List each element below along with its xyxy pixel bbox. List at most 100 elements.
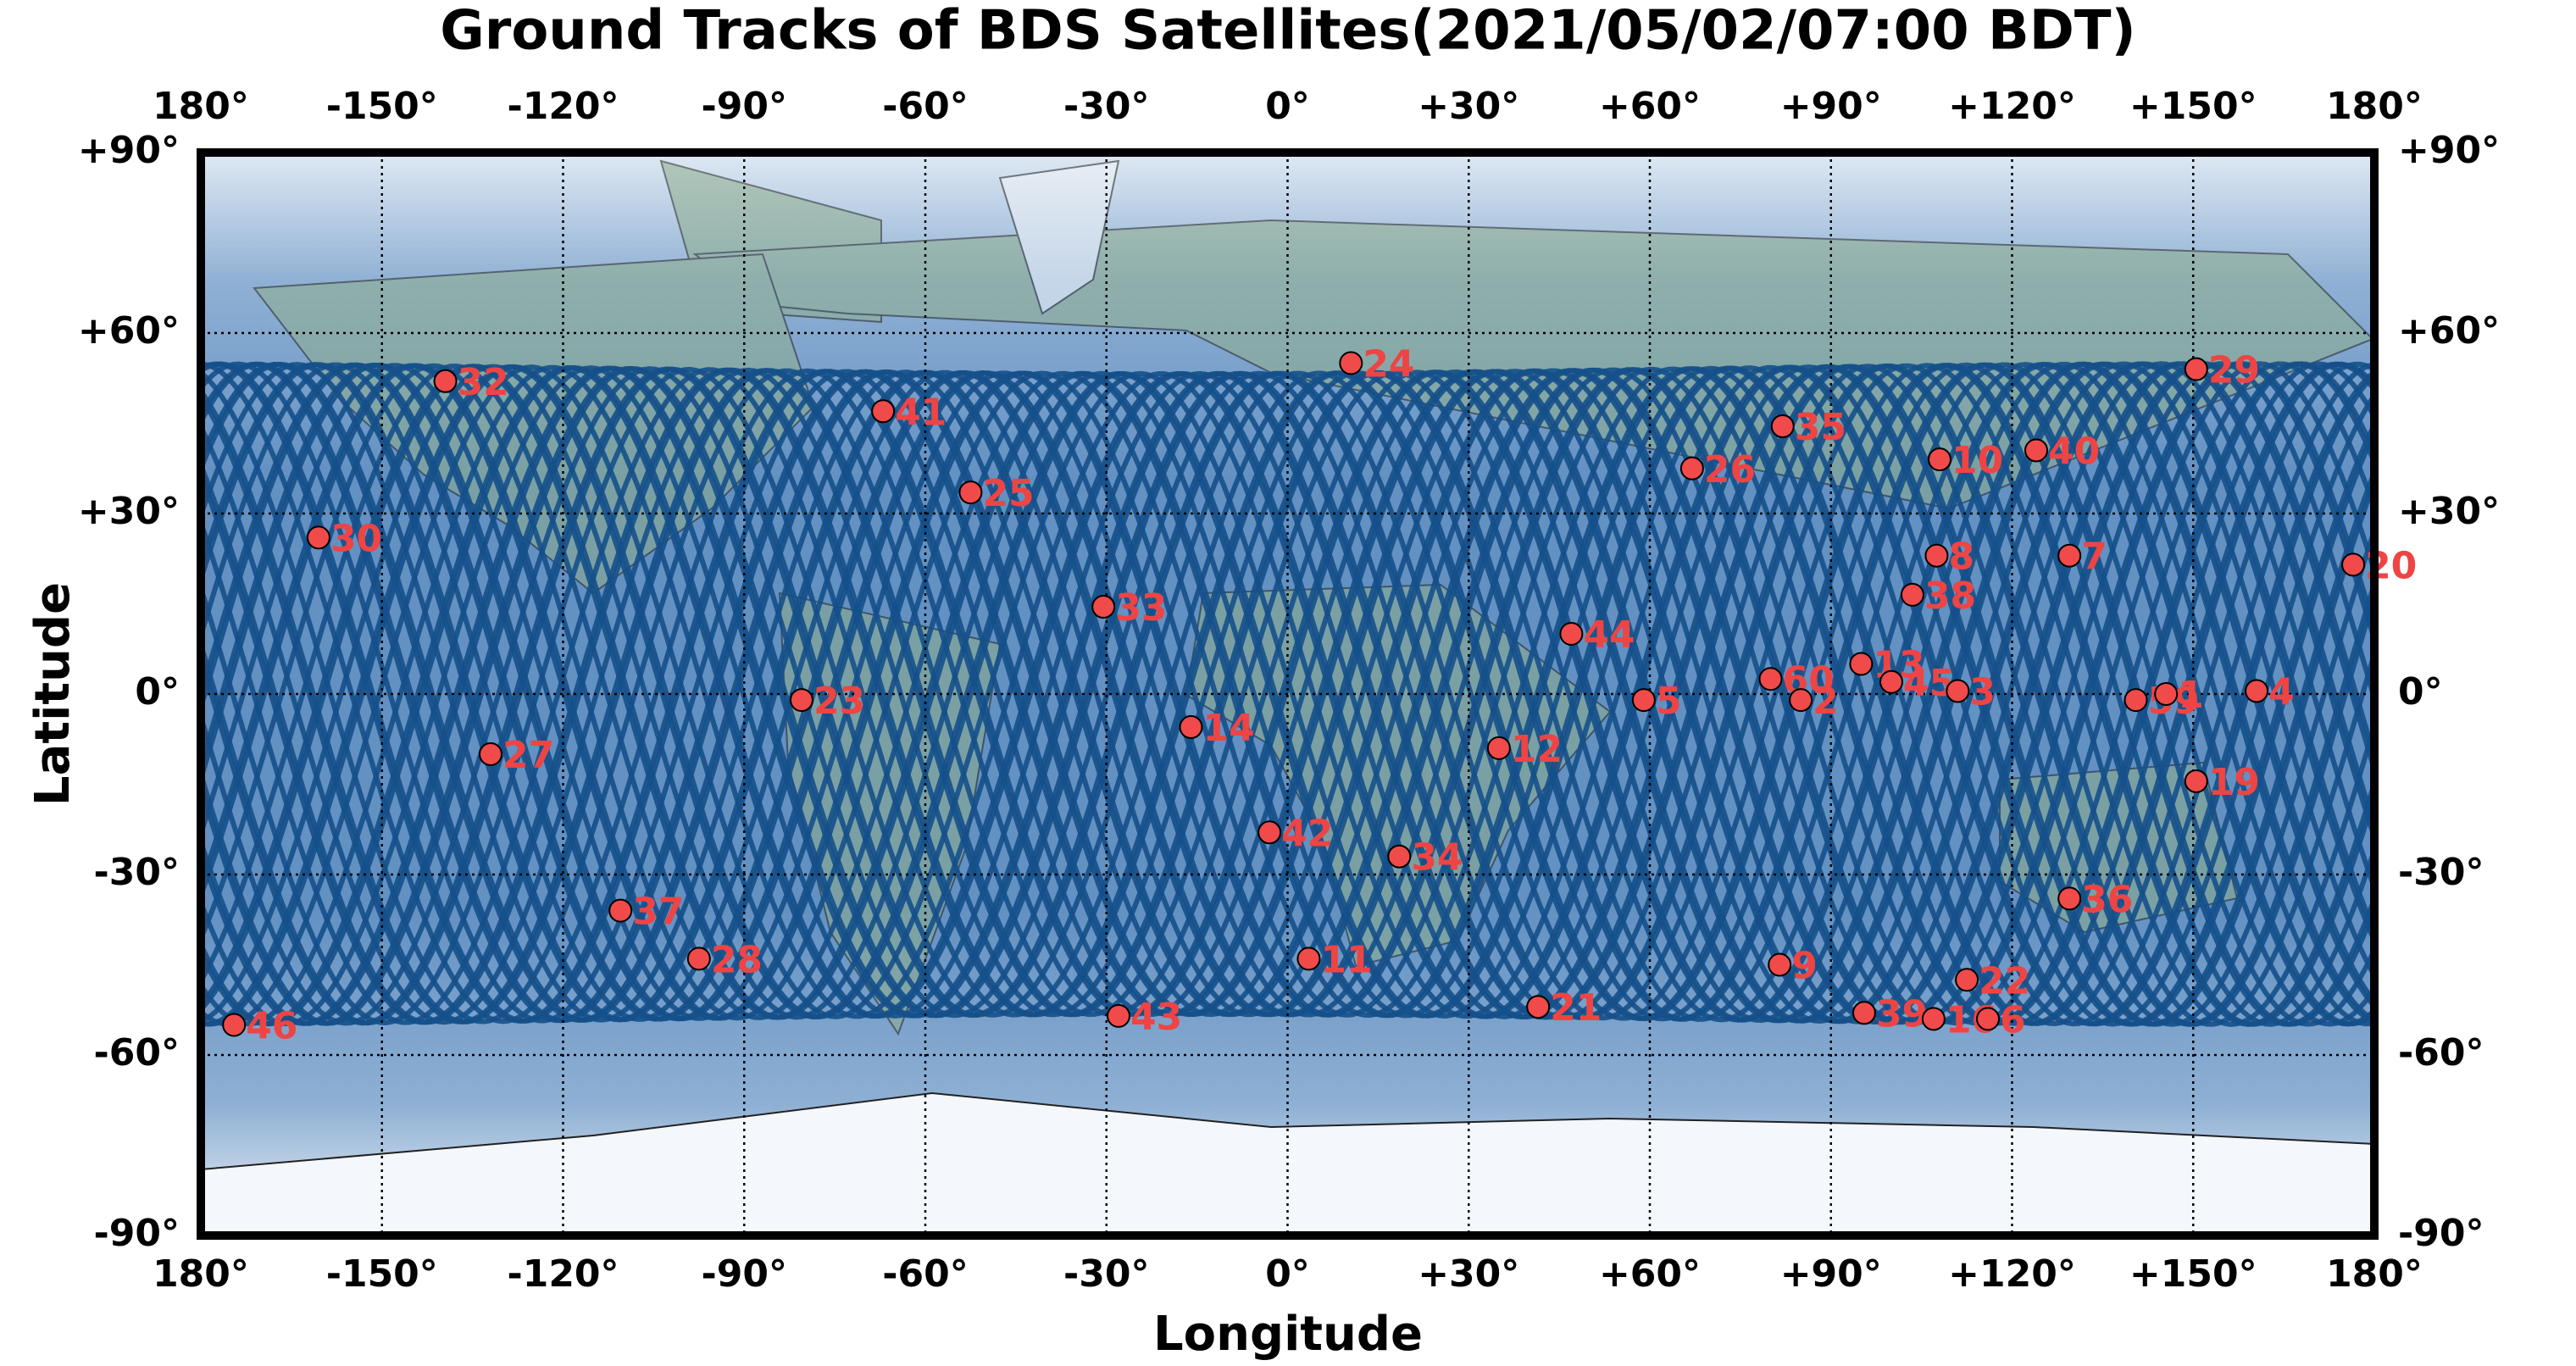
x-tick-label-top: -120°: [507, 85, 619, 128]
x-tick-label-bottom: -30°: [1063, 1252, 1150, 1296]
satellite-point: [789, 688, 813, 713]
x-tick-label-top: +90°: [1780, 85, 1882, 128]
x-tick-label-bottom: -60°: [882, 1252, 969, 1296]
satellite-point: [1387, 844, 1412, 869]
x-tick-label-top: -90°: [702, 85, 788, 128]
y-tick-label-left: -90°: [94, 1212, 180, 1255]
satellite-point: [1924, 543, 1949, 568]
x-tick-label-top: 0°: [1265, 85, 1310, 128]
satellite-point: [1928, 447, 1951, 472]
satellite-label: 27: [502, 734, 554, 777]
satellite-label: 5: [1656, 680, 1682, 723]
ground-track: [201, 361, 2374, 1025]
satellite-points: 3241242935104026253087203833441360452345…: [222, 343, 2417, 1048]
satellite-point: [1179, 715, 1203, 740]
satellite-point: [2124, 688, 2148, 713]
y-tick-label-right: +60°: [2398, 309, 2500, 353]
satellite-point: [1879, 669, 1903, 694]
satellite-point: [1921, 1007, 1946, 1031]
y-tick-label-left: +30°: [78, 490, 180, 533]
satellite-point: [1296, 947, 1321, 971]
satellite-label: 41: [895, 391, 947, 434]
satellite-label: 40: [2048, 430, 2100, 473]
satellite-label: 8: [1948, 536, 1974, 579]
satellite-point: [1770, 414, 1795, 439]
x-tick-label-bottom: 180°: [153, 1252, 249, 1296]
y-tick-label-right: -60°: [2398, 1031, 2484, 1074]
satellite-label: 9: [1791, 945, 1818, 988]
x-tick-label-bottom: 180°: [2326, 1252, 2423, 1296]
satellite-label: 14: [1203, 707, 1255, 750]
ground-track: [201, 364, 2374, 1027]
satellite-label: 4: [2268, 670, 2295, 714]
satellite-label: 45: [1903, 662, 1955, 705]
satellite-point: [222, 1013, 247, 1037]
satellite-point: [1849, 652, 1874, 676]
satellite-point: [1091, 595, 1116, 619]
satellite-point: [1789, 688, 1813, 713]
satellite-point: [1900, 582, 1924, 607]
satellite-label: 23: [813, 680, 865, 723]
satellite-point: [1559, 622, 1584, 646]
satellite-label: 37: [632, 891, 684, 934]
y-axis-label: Latitude: [25, 582, 80, 806]
satellite-point: [1486, 736, 1511, 760]
ground-track: [201, 361, 2374, 1024]
x-tick-label-bottom: 0°: [1265, 1252, 1310, 1296]
satellite-label: 38: [1924, 575, 1976, 618]
ground-track: [201, 361, 2374, 1024]
ground-track: [201, 361, 2374, 1027]
ground-track: [201, 361, 2374, 1027]
satellite-point: [871, 399, 896, 424]
satellite-label: 28: [711, 938, 763, 981]
ground-track: [201, 361, 2374, 1024]
x-tick-label-top: -150°: [326, 85, 438, 128]
y-tick-label-left: +90°: [78, 129, 180, 172]
ground-track: [201, 363, 2374, 1027]
plot-frame: [197, 148, 2379, 1240]
x-tick-label-top: -30°: [1063, 85, 1150, 128]
satellite-point: [479, 742, 502, 766]
ground-tracks: [201, 361, 2374, 1027]
x-tick-label-top: 180°: [153, 85, 249, 128]
y-tick-label-right: 0°: [2398, 670, 2443, 714]
y-tick-label-left: -30°: [94, 851, 180, 894]
satellite-label: 44: [1583, 614, 1635, 657]
satellite-label: 42: [1281, 812, 1333, 855]
satellite-point: [1107, 1003, 1130, 1028]
x-tick-label-bottom: +60°: [1599, 1252, 1701, 1296]
x-tick-label-bottom: -120°: [507, 1252, 619, 1296]
satellite-label: 2: [1813, 680, 1839, 723]
satellite-point: [1257, 820, 1282, 845]
x-tick-label-top: +30°: [1418, 85, 1519, 128]
satellite-label: 43: [1130, 996, 1182, 1039]
x-tick-label-bottom: +150°: [2129, 1252, 2257, 1296]
satellite-point: [433, 369, 458, 393]
satellite-point: [1768, 952, 1792, 977]
ground-track: [201, 364, 2374, 1027]
satellite-point: [1852, 1001, 1876, 1025]
satellite-label: 19: [2208, 761, 2260, 804]
satellite-label: 6: [2000, 998, 2026, 1041]
satellite-point: [2341, 553, 2366, 577]
x-tick-label-bottom: -150°: [326, 1252, 438, 1296]
satellite-label: 46: [246, 1005, 297, 1048]
x-tick-label-top: 180°: [2326, 85, 2423, 128]
satellite-point: [1631, 688, 1656, 713]
satellite-label: 1: [2178, 674, 2204, 717]
satellite-label: 39: [1876, 992, 1928, 1036]
x-tick-label-bottom: +30°: [1418, 1252, 1519, 1296]
satellite-label: 33: [1115, 586, 1167, 630]
satellite-label: 25: [982, 472, 1034, 515]
satellite-label: 22: [1979, 959, 2030, 1002]
satellite-point: [608, 898, 633, 923]
x-tick-label-bottom: +90°: [1780, 1252, 1882, 1296]
satellite-label: 21: [1550, 986, 1602, 1030]
y-tick-label-right: +30°: [2398, 490, 2500, 533]
satellite-label: 7: [2081, 536, 2107, 579]
ground-track: [201, 362, 2374, 1027]
satellite-label: 35: [1795, 406, 1846, 449]
y-tick-label-right: +90°: [2398, 129, 2500, 172]
satellite-point: [1946, 679, 1970, 703]
